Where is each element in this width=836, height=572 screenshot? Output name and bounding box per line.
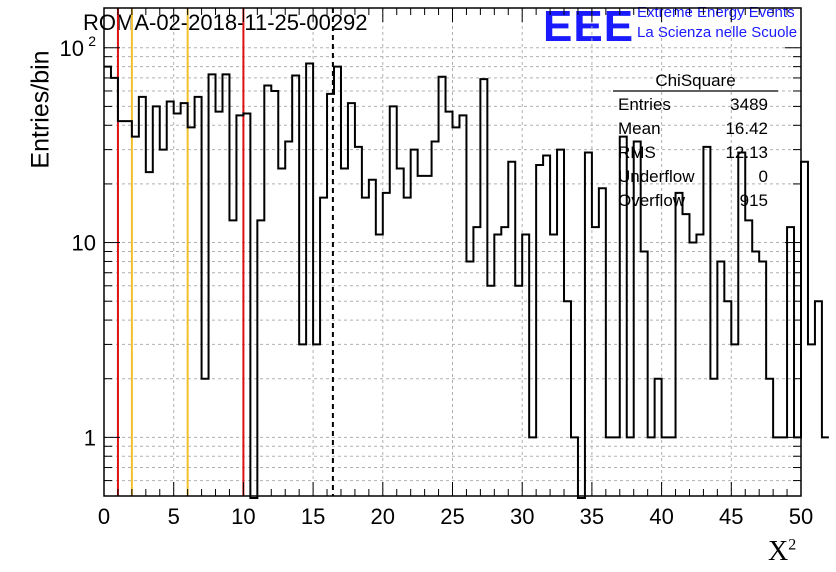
stats-value: 915 <box>740 191 768 210</box>
page-title: ROMA-02-2018-11-25-00292 <box>83 10 368 35</box>
y-tick-label: 1 <box>84 425 96 450</box>
x-tick-label: 0 <box>98 504 110 529</box>
stats-label: Mean <box>618 119 661 138</box>
x-tick-label: 40 <box>649 504 673 529</box>
stats-title: ChiSquare <box>655 71 735 90</box>
stats-box: ChiSquare Entries 3489 Mean 16.42 RMS 12.13 Und… <box>613 71 778 210</box>
stats-label: RMS <box>618 143 656 162</box>
stats-value: 12.13 <box>725 143 768 162</box>
x-tick-label: 20 <box>371 504 395 529</box>
x-tick-label: 35 <box>580 504 604 529</box>
histogram-line <box>104 62 829 499</box>
eee-logo-mark: EEE <box>543 2 635 51</box>
y-tick-label: 10 <box>60 36 84 61</box>
x-tick-label: 50 <box>789 504 813 529</box>
logo-line-2: La Scienza nelle Scuole <box>637 24 798 41</box>
y-tick-label: 10 <box>72 231 96 256</box>
stats-value: 0 <box>759 167 768 186</box>
stats-value: 16.42 <box>725 119 768 138</box>
x-axis-ticks: 0 5 10 15 20 25 30 35 40 45 50 <box>98 8 813 529</box>
x-tick-label: 10 <box>231 504 255 529</box>
stats-label: Underflow <box>618 167 695 186</box>
x-tick-label: 15 <box>301 504 325 529</box>
reference-lines <box>116 8 334 496</box>
x-tick-label: 30 <box>510 504 534 529</box>
x-axis-label: X2 <box>768 536 797 567</box>
x-tick-label: 5 <box>168 504 180 529</box>
stats-value: 3489 <box>730 95 768 114</box>
stats-label: Overflow <box>618 191 686 210</box>
y-tick-label-exponent: 2 <box>88 33 96 49</box>
x-tick-label: 25 <box>440 504 464 529</box>
stats-label: Entries <box>618 95 671 114</box>
grid-lines <box>104 8 801 496</box>
x-tick-label: 45 <box>719 504 743 529</box>
